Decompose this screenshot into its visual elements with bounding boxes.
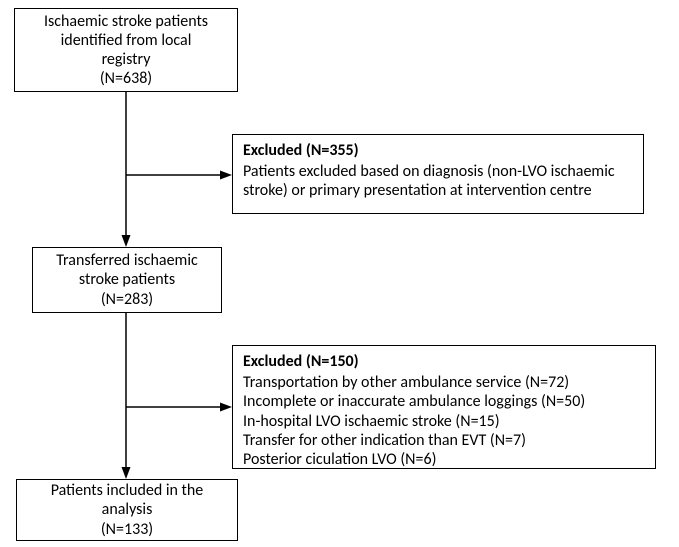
node-exclude-1: Excluded (N=355) Patients excluded based… <box>232 134 644 214</box>
node-start: Ischaemic stroke patients identified fro… <box>14 8 238 92</box>
arrowhead-included <box>122 467 131 479</box>
arrowhead-exclude-2 <box>220 403 232 412</box>
node-exclude-2-line4: Transfer for other indication than EVT (… <box>243 431 645 450</box>
node-exclude-1-title: Excluded (N=355) <box>243 141 633 160</box>
node-start-line2: identified from local <box>61 31 192 50</box>
node-start-line1: Ischaemic stroke patients <box>44 12 208 31</box>
node-included-line1: Patients included in the <box>51 481 204 500</box>
node-exclude-2-line2: Incomplete or inaccurate ambulance loggi… <box>243 392 645 411</box>
node-exclude-1-body: Patients excluded based on diagnosis (no… <box>243 162 633 200</box>
node-transferred-line3: (N=283) <box>101 290 153 309</box>
node-exclude-2: Excluded (N=150) Transportation by other… <box>232 345 656 469</box>
node-exclude-2-body: Transportation by other ambulance servic… <box>243 373 645 469</box>
node-start-line4: (N=638) <box>100 69 152 88</box>
node-transferred: Transferred ischaemic stroke patients (N… <box>32 247 222 313</box>
node-exclude-2-title: Excluded (N=150) <box>243 352 645 371</box>
flowchart-canvas: Ischaemic stroke patients identified fro… <box>0 0 679 547</box>
node-included: Patients included in the analysis (N=133… <box>16 479 238 541</box>
node-transferred-line1: Transferred ischaemic <box>56 251 198 270</box>
node-transferred-line2: stroke patients <box>79 270 175 289</box>
arrowhead-transferred <box>122 235 131 247</box>
node-start-line3: registry <box>102 50 151 69</box>
node-included-line2: analysis <box>102 500 153 519</box>
node-exclude-2-line3: In-hospital LVO ischaemic stroke (N=15) <box>243 412 645 431</box>
node-included-line3: (N=133) <box>101 520 153 539</box>
node-exclude-2-line5: Posterior ciculation LVO (N=6) <box>243 450 645 469</box>
node-exclude-2-line1: Transportation by other ambulance servic… <box>243 373 645 392</box>
arrowhead-exclude-1 <box>220 171 232 180</box>
